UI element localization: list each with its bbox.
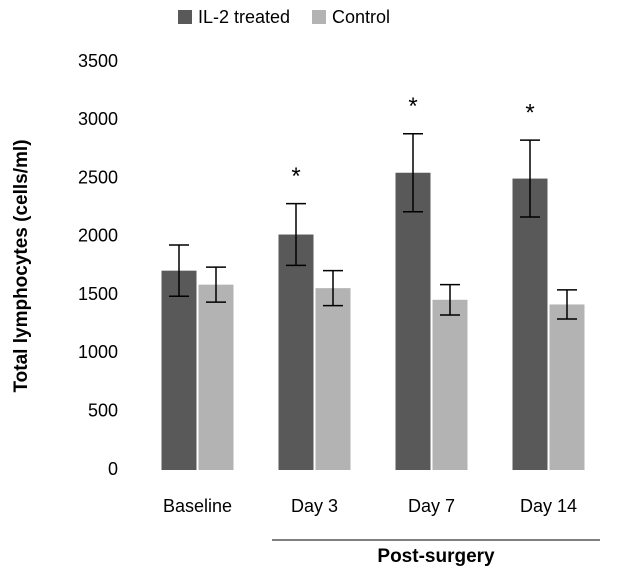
error-bar <box>403 132 423 213</box>
legend-label: IL-2 treated <box>198 7 290 27</box>
y-tick-label: 2000 <box>78 226 118 246</box>
y-axis-title: Total lymphocytes (cells/ml) <box>11 139 32 392</box>
y-tick-label: 500 <box>88 400 118 420</box>
bar <box>432 299 468 470</box>
error-bar <box>557 289 577 320</box>
bar <box>198 284 234 470</box>
error-bar <box>169 244 189 298</box>
x-tick-label: Day 3 <box>291 496 338 516</box>
bar <box>161 270 197 470</box>
x-tick-label: Day 7 <box>408 496 455 516</box>
error-bar <box>206 266 226 303</box>
y-tick-label: 0 <box>108 459 118 479</box>
bar <box>549 304 585 470</box>
significance-marker: * <box>291 163 300 190</box>
error-bar <box>286 202 306 267</box>
legend-swatch <box>312 10 326 24</box>
y-tick-label: 2500 <box>78 167 118 187</box>
significance-marker: * <box>408 93 417 120</box>
x-tick-label: Day 14 <box>520 496 577 516</box>
group-label: Post-surgery <box>377 546 495 567</box>
error-bar <box>520 139 540 218</box>
error-bar <box>323 269 343 307</box>
bar <box>512 178 548 471</box>
y-tick-label: 3500 <box>78 51 118 71</box>
bar <box>315 288 351 470</box>
error-bar <box>440 283 460 316</box>
legend-swatch <box>178 10 192 24</box>
y-tick-label: 3000 <box>78 109 118 129</box>
legend-label: Control <box>332 7 390 27</box>
y-tick-label: 1500 <box>78 284 118 304</box>
bar <box>395 172 431 470</box>
bar <box>278 234 314 470</box>
significance-marker: * <box>525 99 534 126</box>
x-tick-label: Baseline <box>163 496 232 516</box>
y-tick-label: 1000 <box>78 342 118 362</box>
